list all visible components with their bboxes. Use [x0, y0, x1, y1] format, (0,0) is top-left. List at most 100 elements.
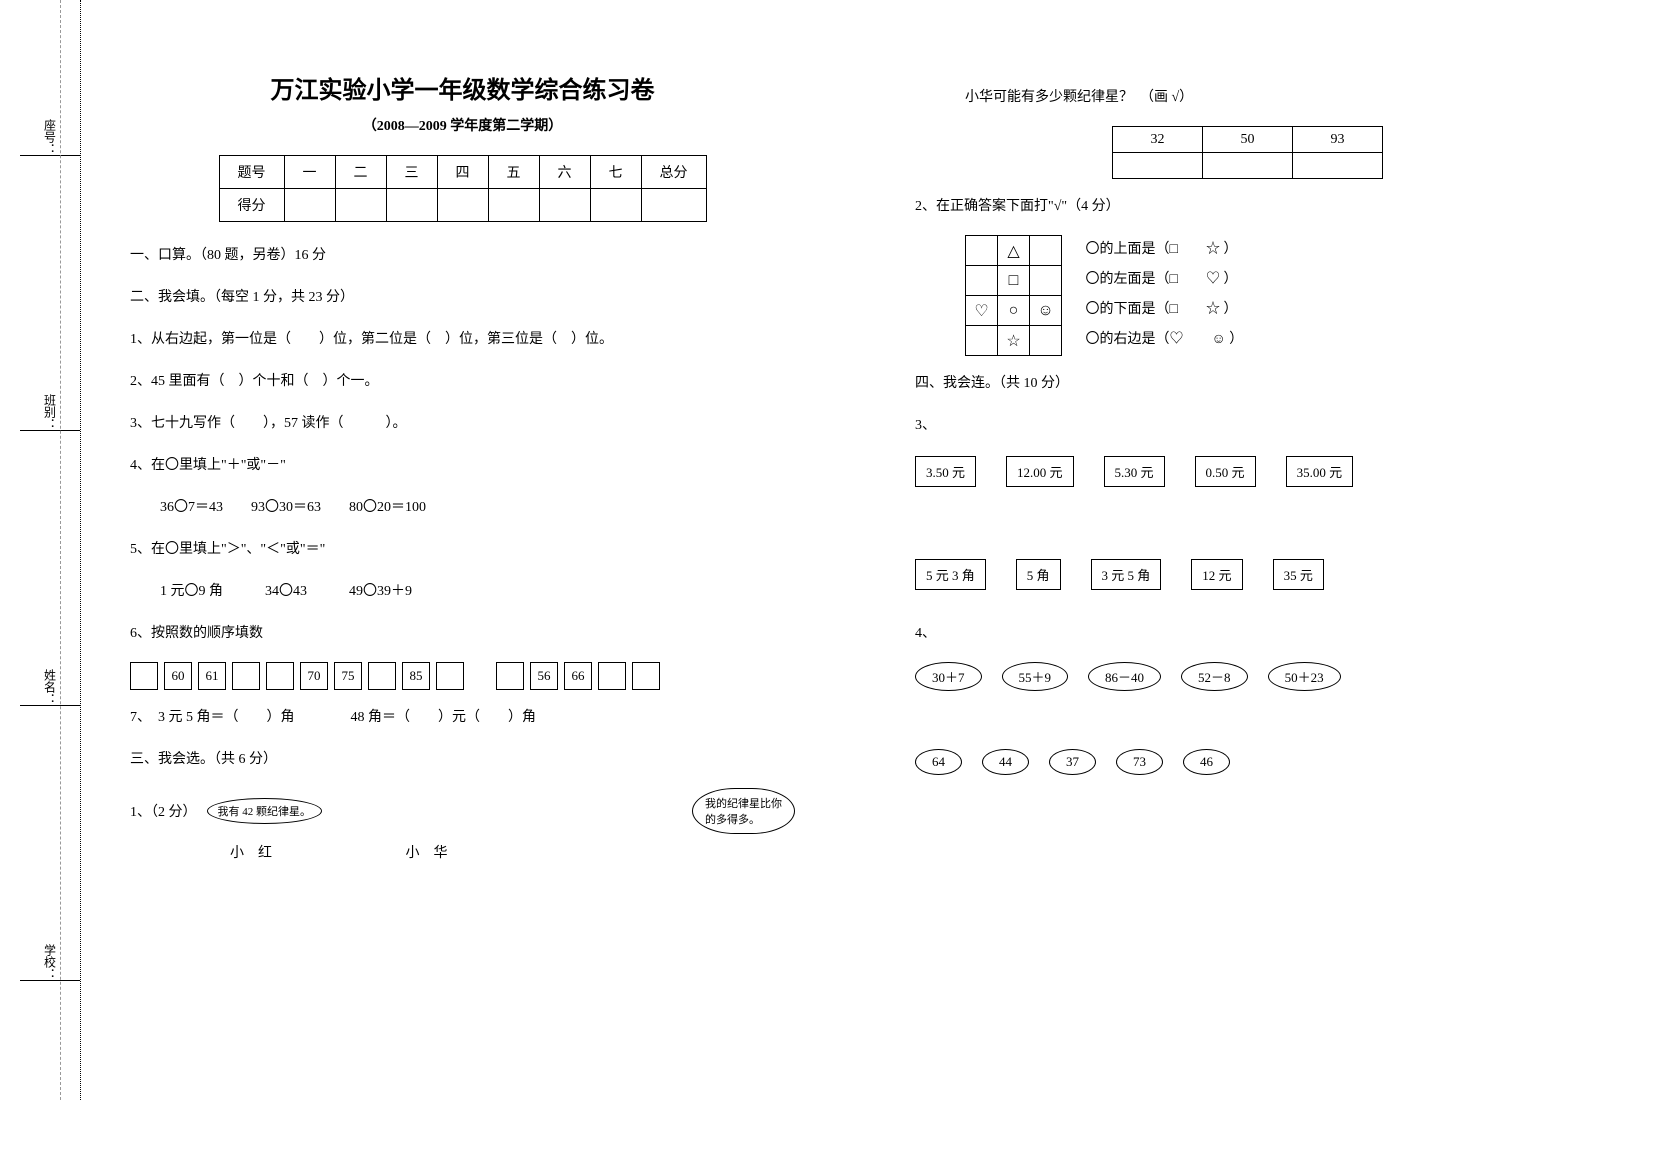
question-7: 7、 3 元 5 角＝（ ）角 48 角＝（ ）元（ ）角	[130, 704, 795, 732]
sequence-box	[496, 662, 524, 690]
sequence-boxes: 6061 7075 85 5666	[130, 662, 795, 690]
answer-option-cell: 32	[1113, 127, 1203, 153]
q3-2-label: 2、在正确答案下面打"√"（4 分）	[915, 193, 1580, 221]
score-blank-cell	[539, 189, 590, 222]
name-xiaohong: 小 红	[230, 842, 272, 862]
sequence-box	[598, 662, 626, 690]
answer-option-cell: 93	[1293, 127, 1383, 153]
shape-grid-cell	[1030, 326, 1062, 356]
price-boxes-bottom: 5 元 3 角5 角3 元 5 角12 元35 元	[915, 559, 1580, 590]
score-header-cell: 题号	[219, 156, 284, 189]
result-oval: 44	[982, 749, 1029, 775]
score-header-cell: 三	[386, 156, 437, 189]
shape-grid-text-line: 〇的右边是（♡ ☺ ）	[1086, 325, 1244, 355]
price-box: 3.50 元	[915, 456, 976, 487]
score-blank-cell	[641, 189, 706, 222]
score-header-cell: 五	[488, 156, 539, 189]
score-blank-cell: 得分	[219, 189, 284, 222]
q4-3-label: 3、	[915, 412, 1580, 440]
expression-oval: 50＋23	[1268, 662, 1341, 691]
shape-grid-cell	[966, 236, 998, 266]
sequence-box: 61	[198, 662, 226, 690]
answer-check-cell	[1203, 153, 1293, 179]
score-header-cell: 七	[590, 156, 641, 189]
left-column: 万江实验小学一年级数学综合练习卷 （2008—2009 学年度第二学期） 题号一…	[130, 70, 795, 862]
section-1-title: 一、口算。（80 题，另卷）16 分	[130, 242, 795, 270]
sidebar-class: 班别：	[18, 394, 82, 431]
score-blank-cell	[335, 189, 386, 222]
shape-grid-text-line: 〇的下面是（□ ☆ ）	[1086, 295, 1244, 325]
sequence-box	[632, 662, 660, 690]
sequence-box	[232, 662, 260, 690]
sequence-box	[436, 662, 464, 690]
answer-option-cell: 50	[1203, 127, 1293, 153]
page-title: 万江实验小学一年级数学综合练习卷	[130, 70, 795, 105]
sequence-box: 66	[564, 662, 592, 690]
shape-grid-cell	[966, 326, 998, 356]
question-3: 3、七十九写作（ ），57 读作（ ）。	[130, 410, 795, 438]
price-box: 0.50 元	[1195, 456, 1256, 487]
sequence-box: 56	[530, 662, 558, 690]
oval-row-top: 30＋755＋986－4052－850＋23	[915, 662, 1580, 691]
shape-grid-cell: △	[998, 236, 1030, 266]
section-2-title: 二、我会填。（每空 1 分，共 23 分）	[130, 284, 795, 312]
shape-grid: △□♡○☺☆	[965, 235, 1062, 356]
question-4-items: 36〇7＝43 93〇30＝63 80〇20＝100	[160, 494, 795, 522]
shape-grid-cell: □	[998, 266, 1030, 296]
sequence-box: 70	[300, 662, 328, 690]
price-box: 35.00 元	[1286, 456, 1354, 487]
score-blank-cell	[386, 189, 437, 222]
shape-grid-cell: ☆	[998, 326, 1030, 356]
question-6: 6、按照数的顺序填数	[130, 620, 795, 648]
price-box: 12 元	[1191, 559, 1242, 590]
price-box: 12.00 元	[1006, 456, 1074, 487]
sequence-box: 60	[164, 662, 192, 690]
score-blank-cell	[590, 189, 641, 222]
result-oval: 73	[1116, 749, 1163, 775]
sidebar-school: 学校：	[18, 944, 82, 981]
question-3-1-wrap: 1、（2 分） 我有 42 颗纪律星。 我的纪律星比你 的多得多。 小 红 小 …	[130, 788, 795, 862]
shape-grid-cell: ○	[998, 296, 1030, 326]
score-blank-cell	[284, 189, 335, 222]
shape-grid-cell: ☺	[1030, 296, 1062, 326]
fold-line-2	[60, 0, 61, 1100]
score-header-cell: 二	[335, 156, 386, 189]
price-box: 5 角	[1016, 559, 1061, 590]
price-boxes-top: 3.50 元12.00 元5.30 元0.50 元35.00 元	[915, 456, 1580, 487]
shape-grid-text-line: 〇的左面是（□ ♡ ）	[1086, 265, 1244, 295]
question-5: 5、在〇里填上"＞"、"＜"或"＝"	[130, 536, 795, 564]
score-header-cell: 六	[539, 156, 590, 189]
answer-check-cell	[1113, 153, 1203, 179]
shape-grid-cell	[1030, 266, 1062, 296]
shape-grid-cell	[966, 266, 998, 296]
sequence-box	[266, 662, 294, 690]
score-header-cell: 一	[284, 156, 335, 189]
speech-bubble-hong: 我有 42 颗纪律星。	[207, 798, 323, 824]
question-2: 2、45 里面有（ ）个十和（ ）个一。	[130, 368, 795, 396]
score-header-cell: 四	[437, 156, 488, 189]
shape-grid-cell: ♡	[966, 296, 998, 326]
sequence-box	[368, 662, 396, 690]
sequence-box: 75	[334, 662, 362, 690]
section-3-title: 三、我会选。（共 6 分）	[130, 746, 795, 774]
oval-row-bottom: 6444377346	[915, 749, 1580, 775]
score-blank-cell	[437, 189, 488, 222]
speech-bubble-hua: 我的纪律星比你 的多得多。	[692, 788, 795, 834]
sequence-box	[130, 662, 158, 690]
result-oval: 37	[1049, 749, 1096, 775]
question-5-items: 1 元〇9 角 34〇43 49〇39＋9	[160, 578, 795, 606]
question-4: 4、在〇里填上"＋"或"－"	[130, 452, 795, 480]
result-oval: 64	[915, 749, 962, 775]
question-1: 1、从右边起，第一位是（ ）位，第二位是（ ）位，第三位是（ ）位。	[130, 326, 795, 354]
expression-oval: 52－8	[1181, 662, 1248, 691]
score-blank-cell	[488, 189, 539, 222]
fold-line	[80, 0, 81, 1100]
shape-grid-text-line: 〇的上面是（□ ☆ ）	[1086, 235, 1244, 265]
q3-1-label: 1、（2 分）	[130, 801, 197, 821]
sidebar-seat: 座号：	[18, 119, 82, 156]
expression-oval: 86－40	[1088, 662, 1161, 691]
binding-sidebar: 座号： 班别： 姓名： 学校：	[20, 0, 80, 1100]
score-table: 题号一二三四五六七总分 得分	[219, 155, 707, 222]
expression-oval: 55＋9	[1002, 662, 1069, 691]
sequence-box: 85	[402, 662, 430, 690]
